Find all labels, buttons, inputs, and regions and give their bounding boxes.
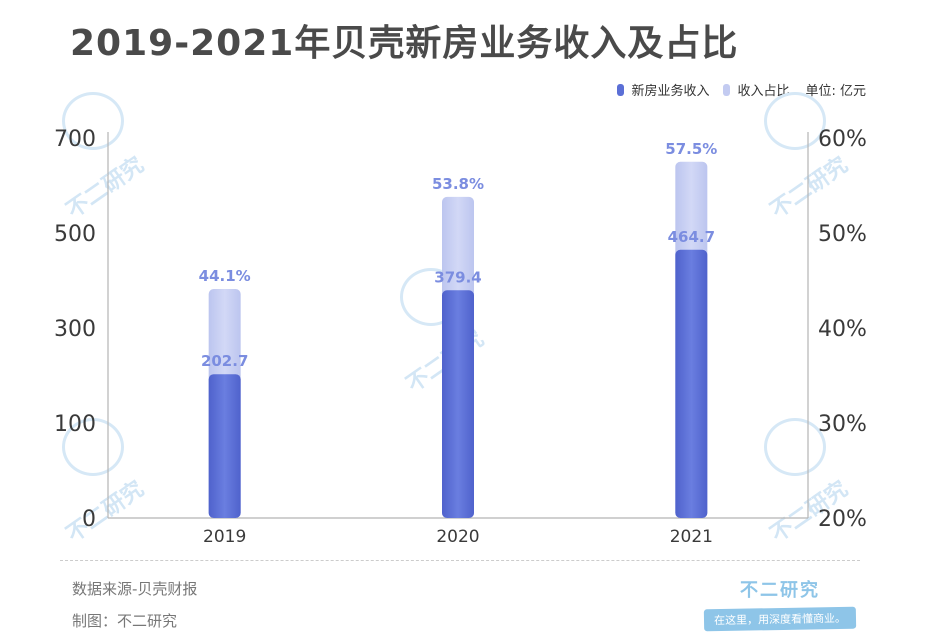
right-tick-label: 60% bbox=[818, 127, 867, 152]
x-tick-label: 2019 bbox=[203, 527, 246, 547]
unit-label: 单位: 亿元 bbox=[805, 84, 866, 99]
left-tick-label: 100 bbox=[54, 412, 96, 437]
watermark-logo-icon bbox=[764, 418, 826, 476]
brand-block: 不二研究 在这里，用深度看懂商业。 bbox=[700, 576, 860, 632]
data-source: 数据来源-贝壳财报 bbox=[72, 580, 198, 598]
legend-label-share: 收入占比 bbox=[737, 84, 790, 99]
chart-title: 2019-2021年贝壳新房业务收入及占比 bbox=[70, 23, 739, 64]
left-tick-label: 500 bbox=[54, 222, 96, 247]
x-tick-label: 2021 bbox=[670, 527, 713, 547]
chart-canvas: 0 100 300 500 700 20% 30% 40% 50% 60% 44.1% 202.7 2… bbox=[54, 127, 867, 547]
legend-swatch-share bbox=[723, 83, 731, 96]
right-tick-label: 30% bbox=[818, 412, 867, 437]
x-tick-label: 2020 bbox=[436, 527, 479, 547]
chart-maker: 制图：不二研究 bbox=[72, 612, 178, 630]
revenue-data-label: 464.7 bbox=[668, 228, 715, 246]
revenue-bar bbox=[675, 249, 708, 518]
share-data-label: 44.1% bbox=[199, 267, 251, 285]
revenue-data-label: 202.7 bbox=[201, 352, 248, 370]
share-data-label: 53.8% bbox=[432, 175, 484, 193]
revenue-bar bbox=[208, 374, 241, 518]
legend-label-revenue: 新房业务收入 bbox=[631, 84, 710, 99]
right-tick-label: 50% bbox=[818, 222, 867, 247]
legend-item-share: 收入占比 bbox=[723, 80, 789, 99]
footer-divider bbox=[60, 560, 860, 561]
right-tick-label: 40% bbox=[818, 317, 867, 342]
revenue-data-label: 379.4 bbox=[434, 268, 481, 286]
legend-item-revenue: 新房业务收入 bbox=[617, 80, 709, 99]
brand-name: 不二研究 bbox=[740, 580, 820, 601]
legend: 新房业务收入 收入占比 单位: 亿元 bbox=[603, 80, 866, 99]
legend-swatch-revenue bbox=[617, 83, 625, 96]
right-tick-label: 20% bbox=[818, 507, 867, 532]
watermark-logo-icon bbox=[764, 92, 826, 150]
watermark-logo-icon bbox=[62, 92, 124, 150]
brand-slogan: 在这里，用深度看懂商业。 bbox=[703, 606, 857, 632]
share-data-label: 57.5% bbox=[665, 140, 717, 158]
left-tick-label: 300 bbox=[54, 317, 96, 342]
left-tick-label: 0 bbox=[82, 507, 96, 532]
left-tick-label: 700 bbox=[54, 127, 96, 152]
watermark-logo-icon bbox=[62, 418, 124, 476]
revenue-bar bbox=[442, 290, 474, 518]
